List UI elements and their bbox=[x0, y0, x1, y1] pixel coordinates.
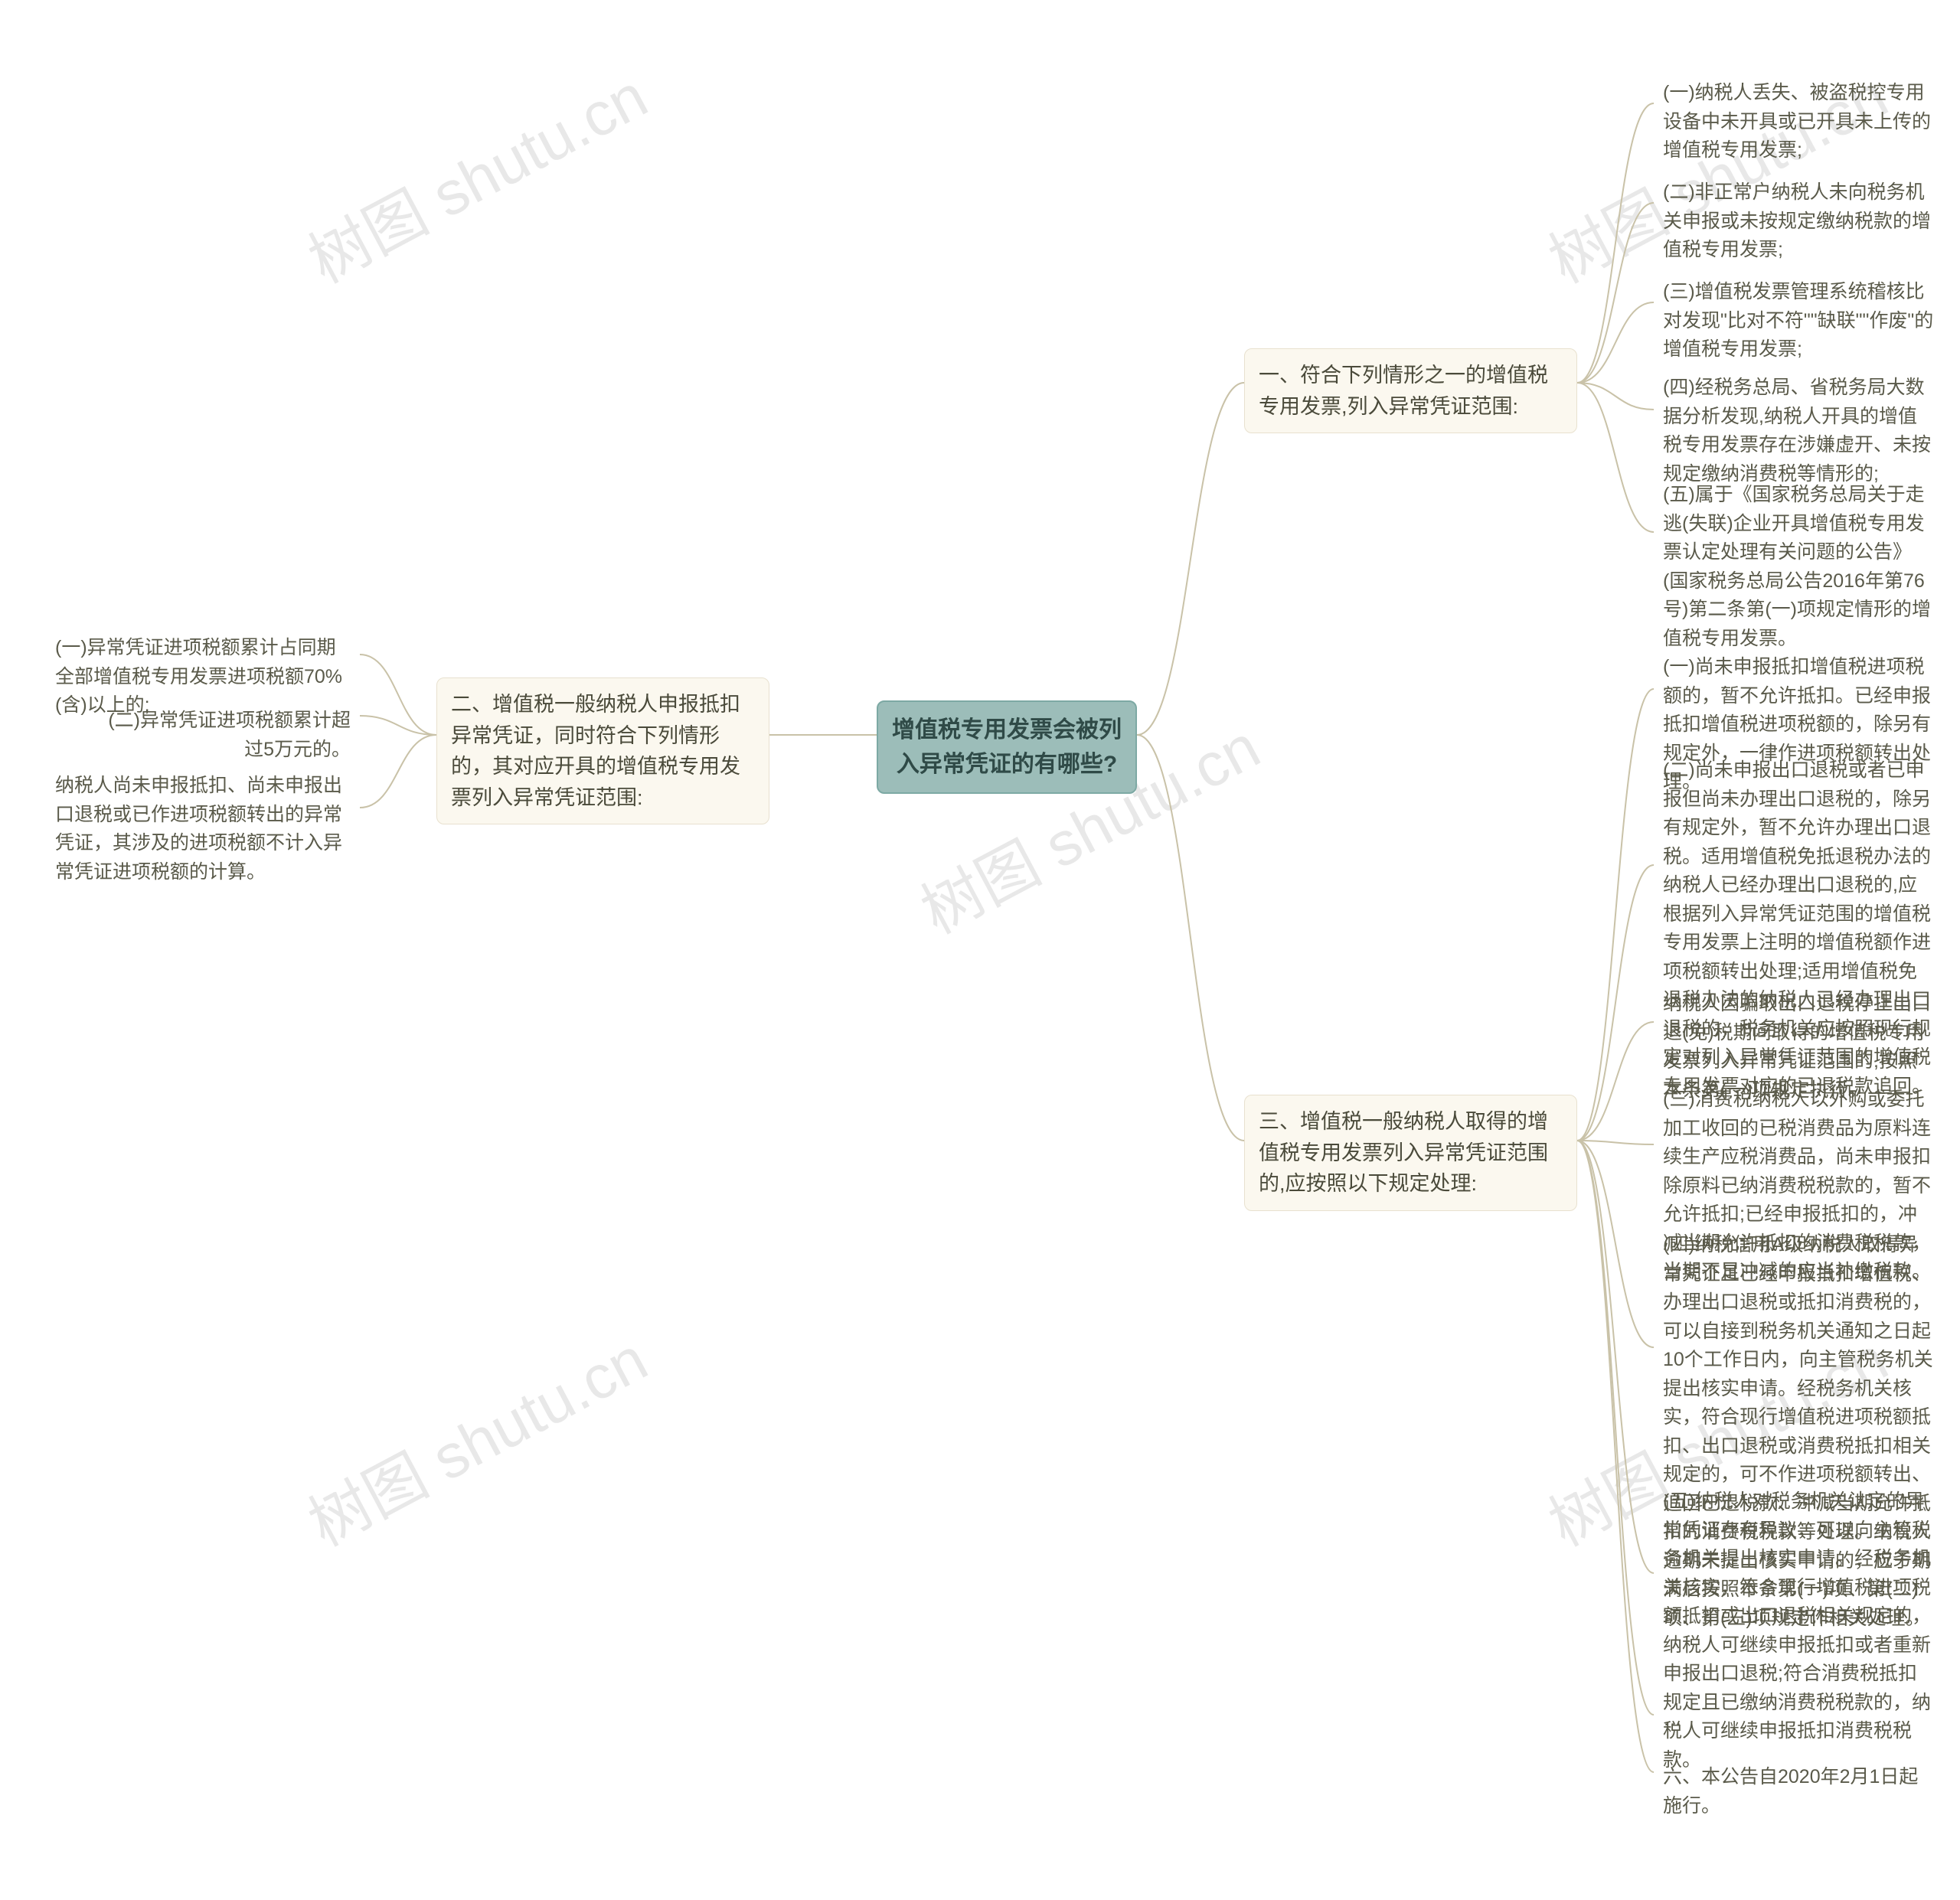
leaf-b1-5: (五)属于《国家税务总局关于走逃(失联)企业开具增值税专用发票认定处理有关问题的… bbox=[1654, 475, 1945, 659]
leaf-b3-7: … bbox=[1654, 1699, 1945, 1741]
leaf-b2-3: 纳税人尚未申报抵扣、尚未申报出口退税或已作进项税额转出的异常凭证，其涉及的进项税… bbox=[46, 766, 360, 893]
leaf-b2-2: (二)异常凭证进项税额累计超过5万元的。 bbox=[88, 700, 360, 770]
mindmap-canvas: 树图 shutu.cn 树图 shutu.cn 树图 shutu.cn 树图 s… bbox=[0, 0, 1960, 1900]
watermark: 树图 shutu.cn bbox=[291, 47, 660, 300]
root-node[interactable]: 增值税专用发票会被列入异常凭证的有哪些? bbox=[877, 700, 1137, 794]
branch-2[interactable]: 二、增值税一般纳税人申报抵扣异常凭证，同时符合下列情形的，其对应开具的增值税专用… bbox=[436, 677, 769, 824]
branch-3[interactable]: 三、增值税一般纳税人取得的增值税专用发票列入异常凭证范围的,应按照以下规定处理: bbox=[1244, 1095, 1577, 1211]
leaf-b1-2: (二)非正常户纳税人未向税务机关申报或未按规定缴纳税款的增值税专用发票; bbox=[1654, 172, 1945, 271]
watermark: 树图 shutu.cn bbox=[291, 1311, 660, 1563]
branch-1[interactable]: 一、符合下列情形之一的增值税专用发票,列入异常凭证范围: bbox=[1244, 348, 1577, 433]
leaf-b1-3: (三)增值税发票管理系统稽核比对发现"比对不符""缺联""作废"的增值税专用发票… bbox=[1654, 272, 1945, 371]
leaf-b3-8: 六、本公告自2020年2月1日起施行。 bbox=[1654, 1757, 1945, 1827]
leaf-b1-1: (一)纳税人丢失、被盗税控专用设备中未开具或已开具未上传的增值税专用发票; bbox=[1654, 73, 1945, 171]
